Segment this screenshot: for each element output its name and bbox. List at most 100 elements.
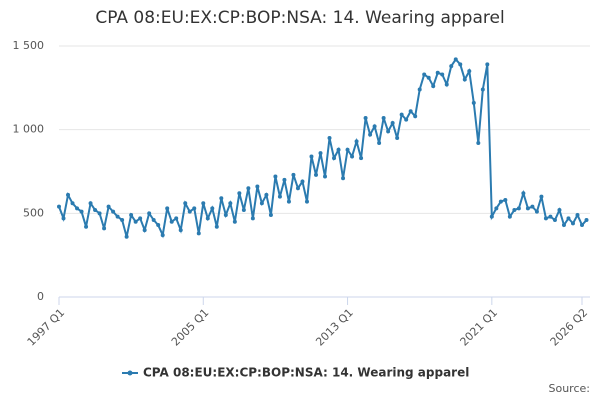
point [377, 141, 382, 146]
point [102, 226, 107, 231]
point [93, 207, 98, 212]
point [187, 209, 192, 214]
point [512, 207, 517, 212]
point [138, 216, 143, 221]
point [404, 117, 409, 122]
point [381, 115, 386, 120]
y-tick-label: 1 500 [13, 39, 45, 52]
point [552, 218, 557, 223]
point [480, 87, 485, 92]
point [467, 69, 472, 74]
point [539, 194, 544, 199]
x-tick-label: 2013 Q1 [313, 306, 356, 349]
point [516, 206, 521, 211]
point [417, 87, 422, 92]
point [345, 147, 350, 152]
point [106, 204, 111, 209]
point [580, 223, 584, 228]
point [341, 176, 346, 181]
point [575, 213, 580, 218]
point [219, 196, 224, 201]
point [228, 201, 233, 206]
point [174, 216, 179, 221]
point [259, 201, 264, 206]
point [160, 233, 165, 238]
point [408, 109, 413, 114]
point [534, 209, 539, 214]
point [300, 179, 305, 184]
point [507, 214, 512, 219]
point [431, 84, 436, 89]
point [295, 186, 300, 191]
point [584, 218, 589, 223]
point [363, 115, 368, 120]
point [268, 213, 273, 218]
point [165, 206, 170, 211]
point [476, 141, 481, 146]
point [318, 151, 323, 156]
point [525, 206, 530, 211]
point [201, 201, 206, 206]
point [494, 206, 499, 211]
point [390, 120, 395, 125]
point [75, 206, 80, 211]
point [444, 82, 449, 87]
point [413, 114, 418, 119]
point [133, 219, 138, 224]
point [426, 75, 431, 80]
y-tick-label: 1 000 [13, 123, 45, 136]
point [282, 177, 287, 182]
y-tick-label: 500 [23, 206, 44, 219]
point [471, 100, 476, 105]
point [561, 223, 566, 228]
point [498, 199, 503, 204]
point [232, 219, 237, 224]
point [142, 228, 147, 233]
point [183, 201, 188, 206]
point [97, 211, 102, 216]
point [399, 112, 404, 117]
point [350, 154, 355, 159]
y-tick-label: 0 [37, 290, 44, 303]
point [435, 70, 440, 75]
point [323, 174, 328, 179]
x-tick-label: 2026 Q2 [548, 306, 591, 349]
point [336, 147, 341, 152]
point [84, 224, 89, 229]
point [129, 213, 134, 218]
point [241, 207, 246, 212]
legend-label: CPA 08:EU:EX:CP:BOP:NSA: 14. Wearing app… [143, 366, 469, 380]
point [395, 136, 400, 141]
point [566, 216, 571, 221]
point [327, 136, 332, 141]
point [205, 216, 210, 221]
point [57, 204, 61, 209]
point [386, 129, 391, 134]
point [124, 234, 129, 239]
point [449, 64, 454, 69]
point [61, 216, 66, 221]
point [264, 192, 269, 197]
point [309, 154, 314, 159]
point [156, 223, 161, 228]
point [485, 62, 490, 67]
x-tick-label: 2005 Q1 [169, 306, 212, 349]
point [192, 206, 197, 211]
point [521, 191, 526, 196]
point [151, 218, 156, 223]
point [178, 228, 183, 233]
point [503, 197, 508, 202]
point [332, 156, 337, 161]
line [58, 57, 588, 239]
point [530, 204, 535, 209]
point [570, 221, 575, 226]
point [291, 172, 296, 177]
point [88, 201, 93, 206]
chart-title: CPA 08:EU:EX:CP:BOP:NSA: 14. Wearing app… [95, 8, 504, 28]
point [440, 72, 445, 77]
point [223, 213, 228, 218]
point [453, 57, 458, 62]
point [169, 219, 174, 224]
point [70, 201, 75, 206]
legend-marker [127, 370, 133, 376]
